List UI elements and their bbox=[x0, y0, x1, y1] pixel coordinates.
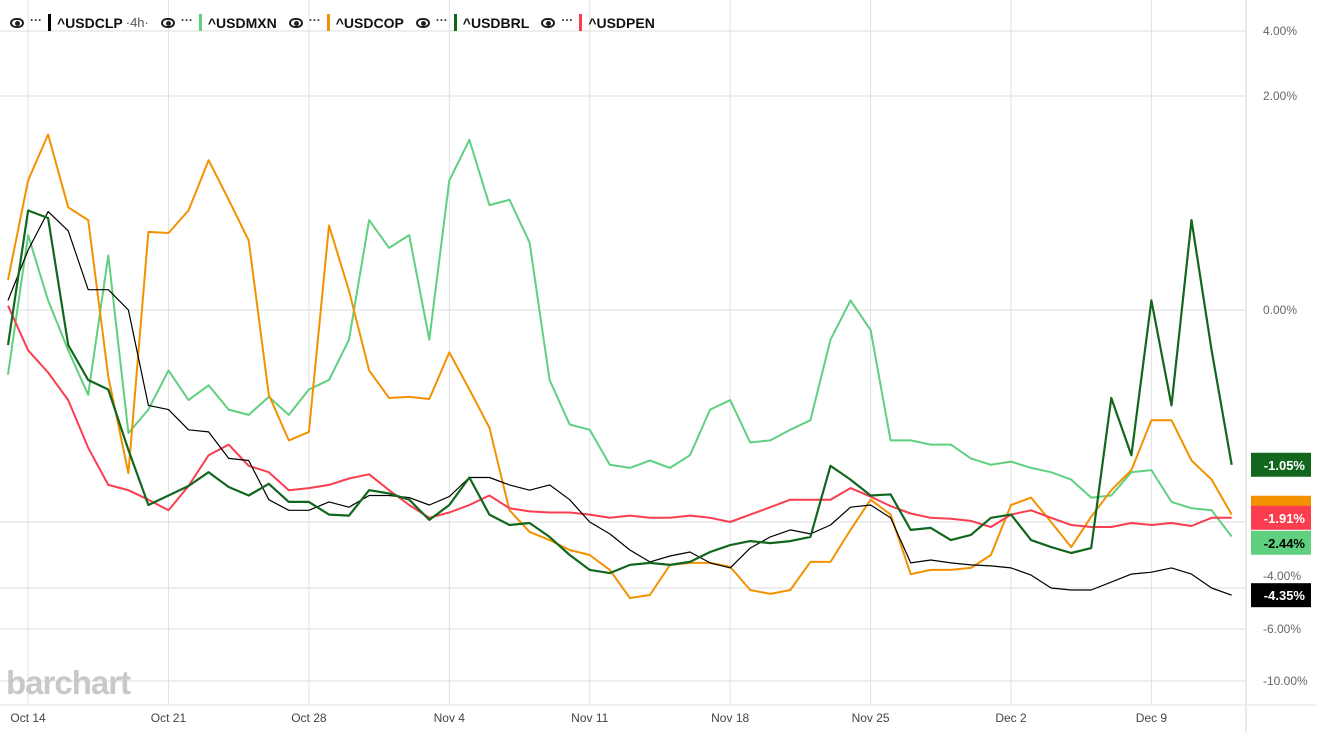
last-value-label: -1.05% bbox=[1264, 458, 1306, 473]
more-options-icon[interactable]: ··· bbox=[308, 12, 321, 27]
legend-symbol: ^USDBRL bbox=[462, 14, 530, 31]
more-options-icon[interactable]: ··· bbox=[180, 12, 193, 27]
eye-icon[interactable] bbox=[160, 17, 175, 28]
series-color-swatch bbox=[579, 14, 583, 31]
series-color-swatch bbox=[48, 14, 51, 31]
y-tick-label: 0.00% bbox=[1263, 303, 1297, 317]
barchart-logo: barchart bbox=[6, 664, 131, 701]
series-color-swatch bbox=[198, 14, 202, 31]
y-tick-label: -4.00% bbox=[1263, 569, 1301, 583]
series-line-usdbrl[interactable] bbox=[6, 209, 1233, 575]
last-value-label: -4.35% bbox=[1264, 588, 1306, 603]
legend-item-usdclp[interactable]: ··· ^USDCLP ·4h· bbox=[10, 12, 149, 31]
last-value-label: -1.91% bbox=[1264, 511, 1306, 526]
y-tick-label: 4.00% bbox=[1263, 24, 1297, 38]
eye-icon[interactable] bbox=[415, 17, 430, 28]
x-tick-label: Nov 4 bbox=[434, 711, 466, 725]
x-tick-label: Oct 14 bbox=[10, 711, 46, 725]
legend-symbol: ^USDMXN bbox=[207, 14, 277, 31]
last-value-badge-usdbrl: -1.05% bbox=[1251, 452, 1311, 477]
series-line-usdpen[interactable] bbox=[7, 305, 1232, 528]
legend-item-usdbrl[interactable]: ··· ^USDBRL bbox=[415, 12, 530, 31]
eye-icon[interactable] bbox=[288, 17, 303, 28]
last-value-badge-usdpen: -1.91% bbox=[1251, 505, 1311, 530]
x-tick-label: Oct 21 bbox=[151, 711, 187, 725]
legend-symbol: ^USDCLP bbox=[57, 14, 123, 31]
legend-symbol: ^USDPEN bbox=[588, 14, 655, 31]
more-options-icon[interactable]: ··· bbox=[30, 12, 42, 27]
x-tick-label: Nov 18 bbox=[711, 711, 749, 725]
last-value-badge-usdmxn: -2.44% bbox=[1251, 530, 1311, 555]
x-tick-label: Nov 25 bbox=[852, 711, 890, 725]
interval-label: ·4h· bbox=[125, 15, 149, 30]
series-color-swatch bbox=[453, 14, 457, 31]
series-line-usdmxn[interactable] bbox=[7, 138, 1233, 538]
x-tick-label: Dec 9 bbox=[1136, 711, 1168, 725]
eye-icon[interactable] bbox=[10, 17, 24, 28]
legend-item-usdpen[interactable]: ··· ^USDPEN bbox=[541, 12, 655, 31]
series-line-usdclp[interactable] bbox=[7, 211, 1232, 596]
x-tick-label: Oct 28 bbox=[291, 711, 327, 725]
legend-symbol: ^USDCOP bbox=[335, 14, 404, 31]
eye-icon[interactable] bbox=[541, 17, 556, 28]
x-tick-label: Dec 2 bbox=[995, 711, 1027, 725]
more-options-icon[interactable]: ··· bbox=[435, 12, 448, 27]
more-options-icon[interactable]: ··· bbox=[561, 12, 574, 27]
y-tick-label: -10.00% bbox=[1263, 674, 1308, 688]
last-value-label: -2.44% bbox=[1264, 536, 1306, 551]
series-lines bbox=[6, 133, 1233, 599]
x-axis: Oct 14 Oct 21 Oct 28 Nov 4 Nov 11 Nov 18 Nov 2… bbox=[10, 711, 1167, 725]
y-axis: 4.00% 2.00% 0.00% -4.00% -6.00% -10.00% bbox=[1263, 24, 1308, 688]
x-tick-label: Nov 11 bbox=[571, 711, 608, 725]
legend-item-usdmxn[interactable]: ··· ^USDMXN bbox=[160, 12, 277, 31]
series-line-usdcop[interactable] bbox=[7, 133, 1233, 599]
last-value-badge-usdclp: -4.35% bbox=[1251, 583, 1311, 608]
last-value-badges: -1.05% -1.91% -2.44% -4.35% bbox=[1251, 452, 1311, 608]
legend-item-usdcop[interactable]: ··· ^USDCOP bbox=[288, 12, 404, 31]
legend: ··· ^USDCLP ·4h· ··· ^USDMXN ··· ^USDCOP ··· ^US… bbox=[10, 12, 667, 31]
y-tick-label: -6.00% bbox=[1263, 622, 1301, 636]
y-tick-label: 2.00% bbox=[1263, 89, 1297, 103]
series-color-swatch bbox=[326, 14, 330, 31]
